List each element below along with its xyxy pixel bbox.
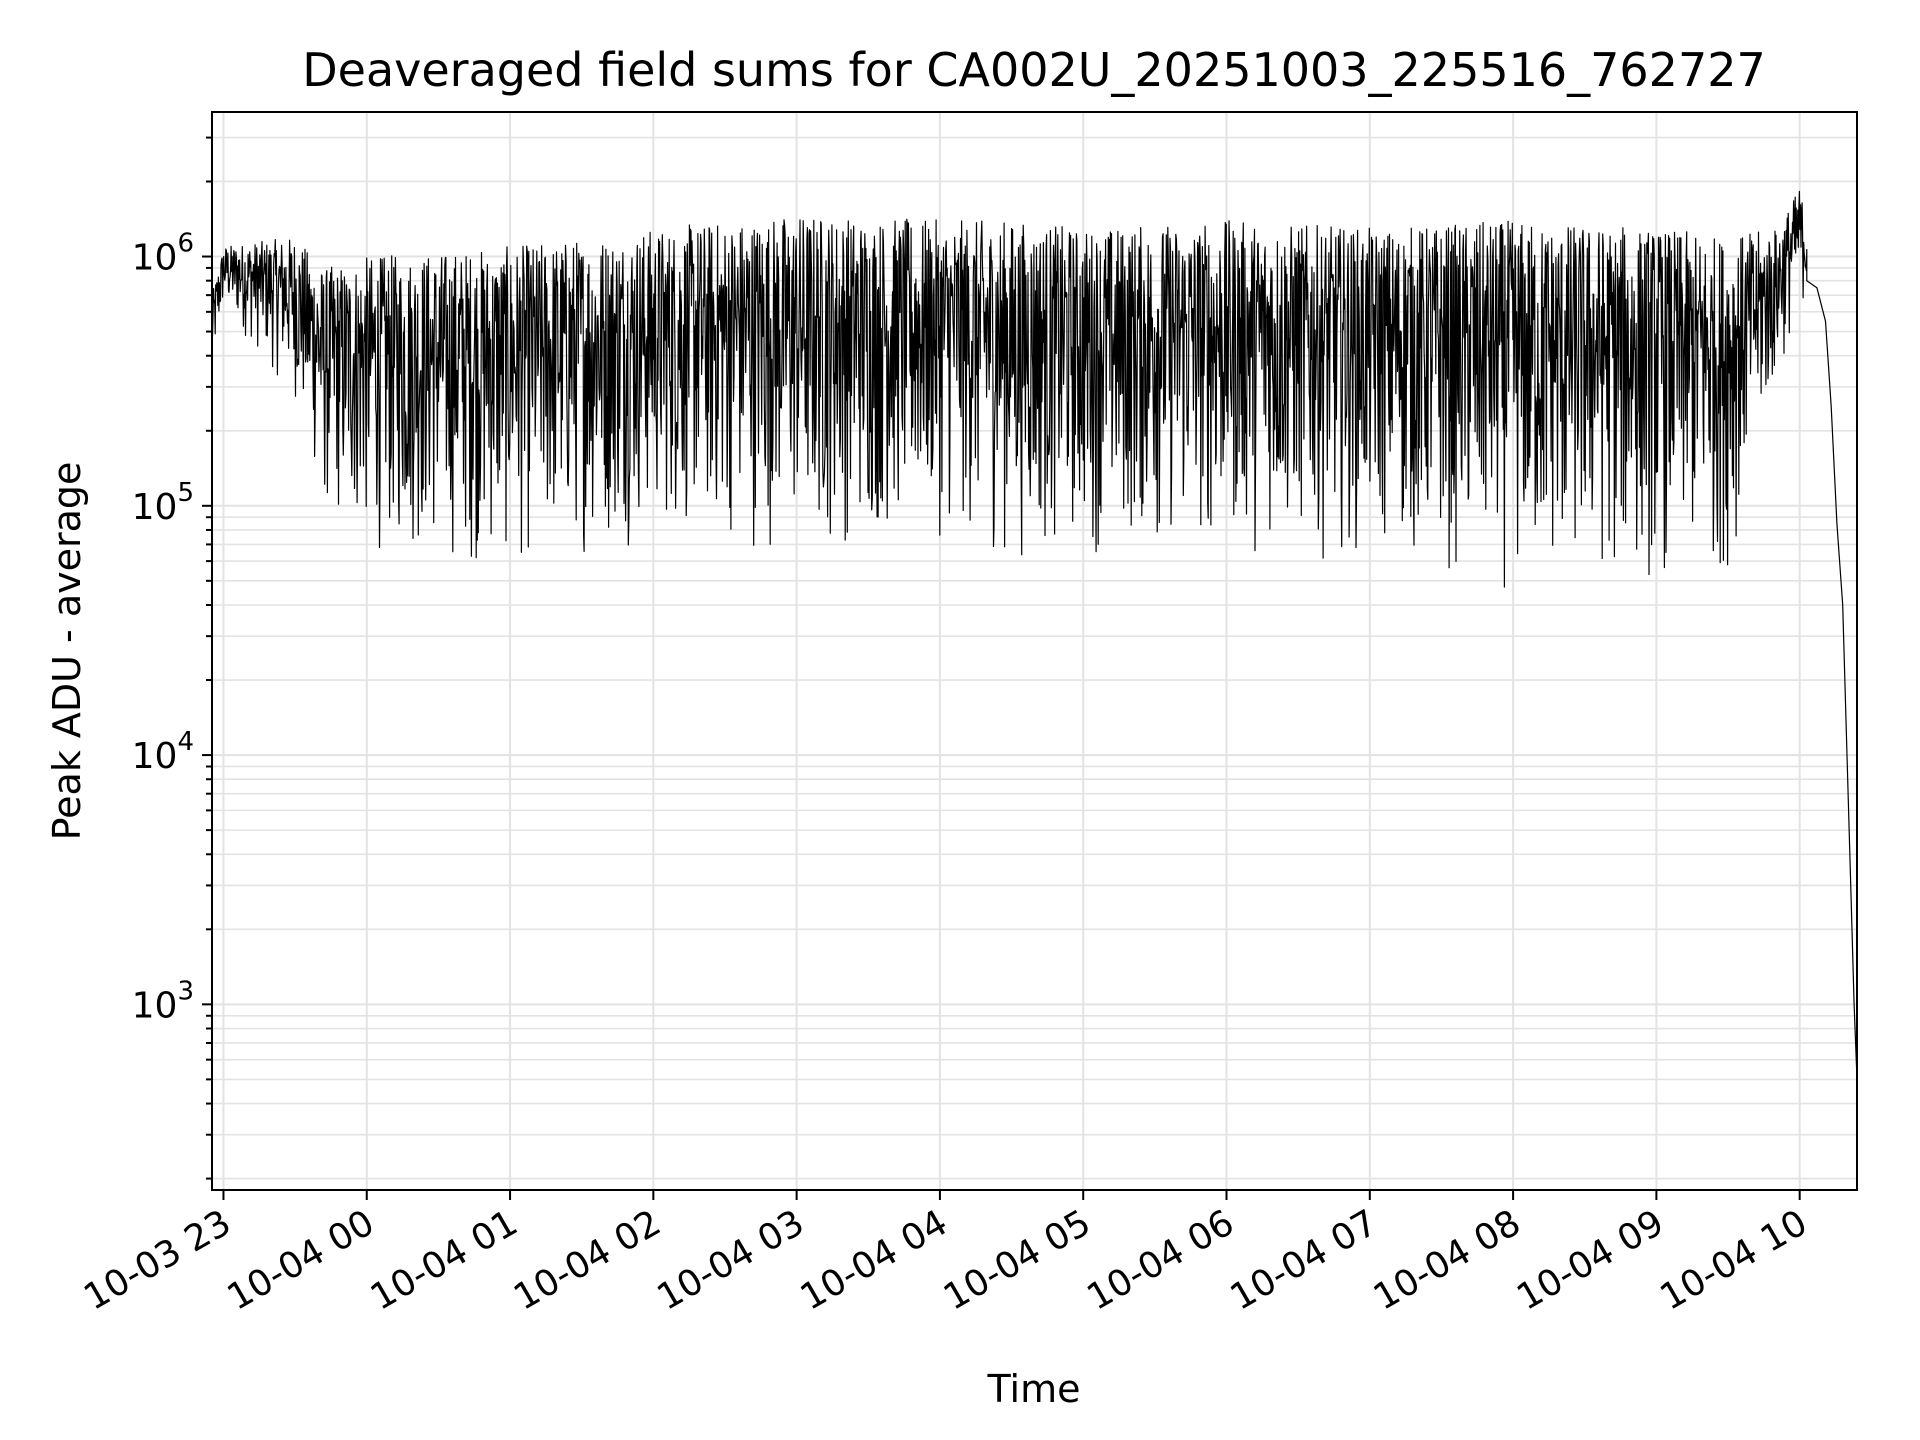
x-tick-label: 10-04 08 xyxy=(1367,1202,1528,1318)
y-tick-label: 106 xyxy=(132,229,194,279)
y-axis-label: Peak ADU - average xyxy=(45,462,89,841)
x-axis-label: Time xyxy=(987,1367,1081,1411)
x-tick-label: 10-04 10 xyxy=(1654,1202,1815,1318)
x-tick-label: 10-03 23 xyxy=(77,1202,238,1318)
x-tick-label: 10-04 01 xyxy=(364,1202,525,1318)
y-tick-label: 104 xyxy=(132,727,194,777)
x-tick-label: 10-04 03 xyxy=(650,1202,811,1318)
x-tick-label: 10-04 02 xyxy=(507,1202,668,1318)
x-tick-label: 10-04 07 xyxy=(1224,1202,1385,1318)
y-axis-ticks: 103 104 105 106 xyxy=(132,136,212,1180)
x-tick-label: 10-04 00 xyxy=(221,1202,382,1318)
plot-frame xyxy=(211,111,1858,1191)
y-tick-label: 103 xyxy=(132,976,194,1026)
grid-lines xyxy=(212,112,1857,1190)
x-tick-label: 10-04 05 xyxy=(937,1202,1098,1318)
series-line xyxy=(211,190,1858,1080)
x-tick-label: 10-04 09 xyxy=(1510,1202,1671,1318)
series-field-sums xyxy=(211,190,1858,1080)
y-tick-label: 105 xyxy=(132,478,194,528)
x-tick-label: 10-04 06 xyxy=(1080,1202,1241,1318)
chart-title: Deaveraged field sums for CA002U_2025100… xyxy=(302,43,1766,97)
x-tick-label: 10-04 04 xyxy=(794,1202,955,1318)
